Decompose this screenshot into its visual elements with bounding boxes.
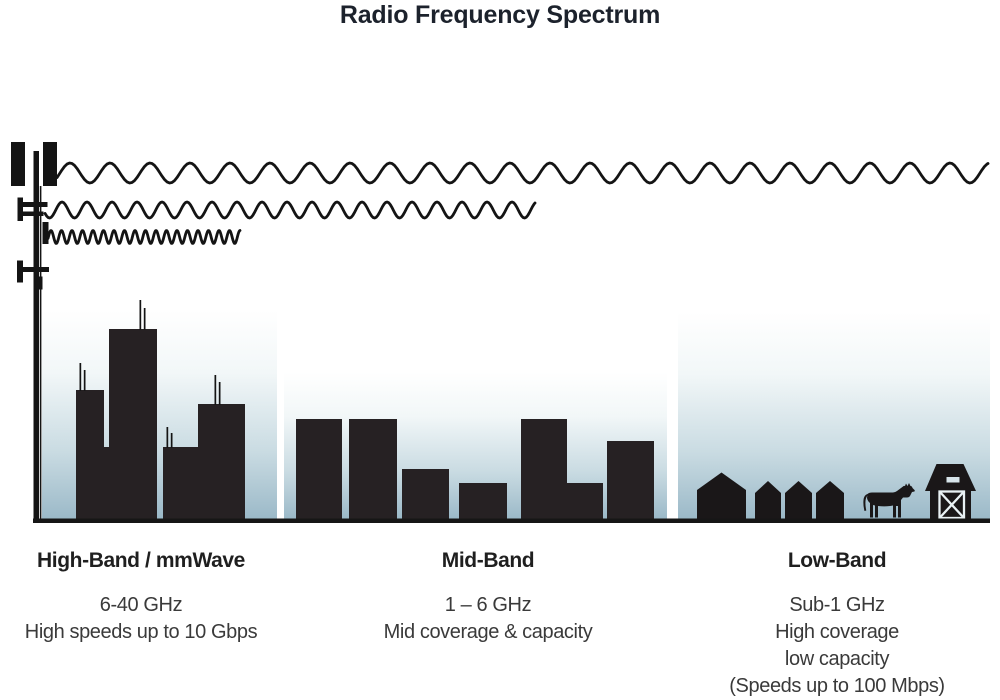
- band-description: low capacity: [784, 648, 890, 670]
- tower-part: [17, 197, 23, 221]
- building: [521, 419, 567, 520]
- building: [296, 419, 342, 520]
- rooftop-antennas: [79, 300, 221, 448]
- band-name-low-band: Low-Band: [787, 549, 887, 572]
- band-description: High speeds up to 10 Gbps: [24, 621, 258, 643]
- cell-tower: [11, 142, 57, 522]
- tower-part: [17, 267, 49, 272]
- tower-part: [42, 222, 49, 244]
- barn-door-cross: [938, 490, 965, 519]
- rooftop-antenna: [214, 375, 217, 405]
- diagram-title: Radio Frequency Spectrum: [339, 1, 661, 29]
- rooftop-antenna: [139, 300, 142, 330]
- skyscraper: [76, 390, 104, 520]
- ground-line: [33, 518, 990, 523]
- cow-icon: [863, 483, 915, 518]
- tower-part: [39, 186, 42, 522]
- tower-part: [33, 151, 39, 522]
- wave-mid-band-medium: [43, 200, 537, 220]
- building: [349, 419, 397, 520]
- cow-body: [867, 483, 915, 518]
- band-description: Mid coverage & capacity: [383, 621, 593, 643]
- house-icon: [697, 472, 746, 519]
- building: [567, 483, 603, 520]
- house-icon: [816, 481, 844, 519]
- house-icon: [755, 481, 781, 519]
- band-description: (Speeds up to 100 Mbps): [729, 675, 945, 697]
- rooftop-antenna: [83, 370, 86, 391]
- building: [459, 483, 507, 520]
- skyscraper: [163, 447, 198, 520]
- band-label-high-band: High-Band / mmWave 6-40 GHz High speeds …: [5, 550, 277, 646]
- rooftop-antenna: [166, 427, 169, 448]
- tower-part: [11, 142, 25, 186]
- high-band-skyline: [76, 329, 245, 520]
- band-frequency-range: Sub-1 GHz: [789, 594, 885, 616]
- rooftop-antenna: [143, 308, 146, 330]
- band-label-low-band: Low-Band Sub-1 GHz High coverage low cap…: [702, 550, 972, 700]
- tower-part: [37, 276, 43, 290]
- low-band-rural-scene: [697, 464, 976, 520]
- rooftop-antenna: [79, 363, 82, 391]
- skyscraper: [198, 404, 245, 520]
- skyscraper: [104, 447, 110, 520]
- building: [607, 441, 654, 520]
- barn-loft-vent: [946, 477, 960, 483]
- band-name-high-band: High-Band / mmWave: [37, 549, 245, 572]
- rooftop-antenna: [218, 382, 221, 405]
- band-frequency-range: 1 – 6 GHz: [444, 594, 532, 616]
- tower-part: [43, 142, 57, 186]
- radio-waves: [43, 161, 990, 245]
- wave-high-band-short: [46, 229, 242, 245]
- cow-tail: [863, 494, 869, 511]
- band-frequency-range: 6-40 GHz: [99, 594, 183, 616]
- building: [402, 469, 449, 520]
- house-icon: [785, 481, 812, 519]
- tower-part: [17, 202, 48, 207]
- tower-part: [17, 211, 44, 216]
- rooftop-antenna: [170, 433, 173, 448]
- skyscraper: [109, 329, 157, 520]
- band-description: High coverage: [775, 621, 899, 643]
- barn-icon: [925, 464, 976, 520]
- mid-band-skyline: [296, 419, 654, 520]
- band-label-mid-band: Mid-Band 1 – 6 GHz Mid coverage & capaci…: [353, 550, 623, 646]
- band-name-mid-band: Mid-Band: [441, 549, 535, 572]
- wave-low-band-long: [55, 161, 990, 185]
